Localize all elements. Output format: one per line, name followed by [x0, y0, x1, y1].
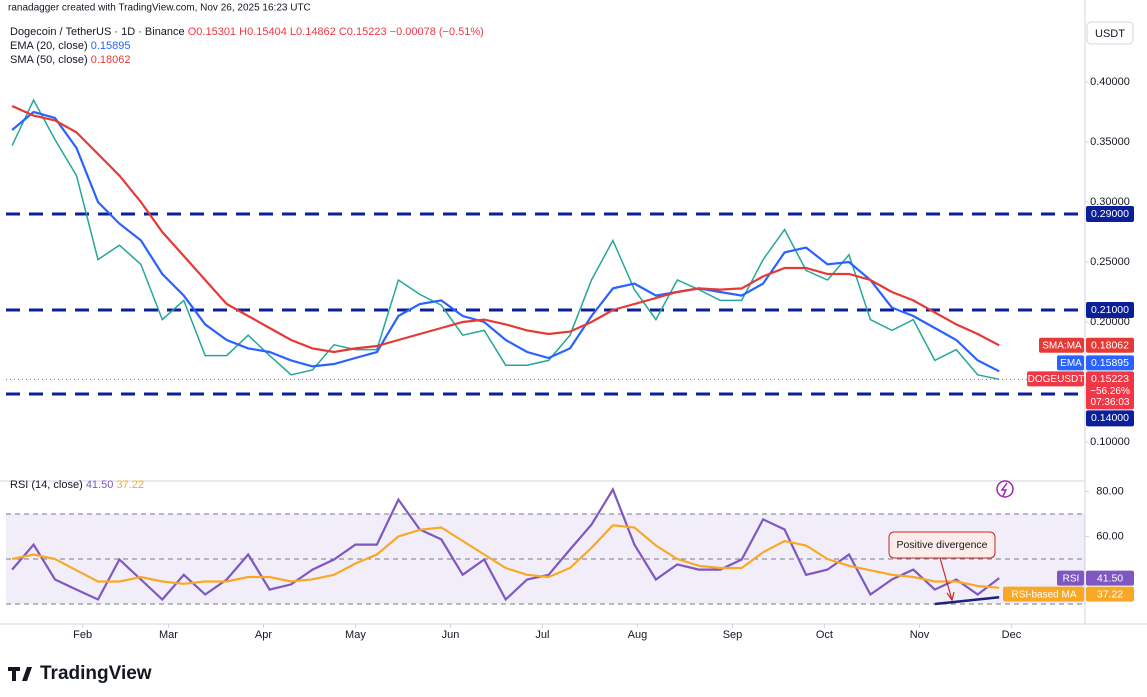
ohlc-close: C0.15223 — [339, 26, 387, 38]
y-tick-label: 0.20000 — [1090, 316, 1130, 328]
level-tag: 0.21000 — [1091, 304, 1129, 316]
level-tag: 0.14000 — [1091, 412, 1129, 424]
series-tag-name: SMA:MA — [1042, 340, 1082, 351]
y-tick-label: 0.40000 — [1090, 76, 1130, 88]
x-tick-label: Apr — [255, 629, 272, 641]
series-tag-name: RSI-based MA — [1011, 589, 1076, 600]
level-tag-box — [1086, 410, 1134, 427]
rsi-legend-value: 41.50 — [86, 479, 114, 491]
level-tag: 0.29000 — [1091, 208, 1129, 220]
series-tag-name-box — [1039, 337, 1084, 353]
price-change: −56.26% — [1090, 386, 1130, 397]
x-tick-label: Jun — [442, 629, 460, 641]
symbol: Dogecoin / TetherUS · 1D · Binance — [10, 26, 185, 38]
divergence-line — [934, 596, 1000, 606]
y-tick-label: 0.10000 — [1090, 436, 1130, 448]
y-tick-label: 0.35000 — [1090, 136, 1130, 148]
series-line — [11, 98, 1000, 381]
x-tick-label: Aug — [628, 629, 648, 641]
y-tick-label: 0.30000 — [1090, 196, 1130, 208]
x-tick-label: Oct — [816, 629, 833, 641]
series-tag-name-box — [1057, 570, 1084, 586]
series-tag-box — [1086, 337, 1134, 353]
series-tag-name-box — [1057, 355, 1084, 371]
indicator-value: 0.18062 — [91, 54, 131, 66]
credit: ranadagger created with TradingView.com,… — [8, 3, 311, 14]
y-tick-label: 60.00 — [1096, 530, 1124, 542]
annotation-box — [888, 531, 996, 559]
series-line — [11, 524, 1000, 589]
ohlc-low: L0.14862 — [290, 26, 336, 38]
annotation-arrow — [939, 557, 955, 602]
series-tag-value: 0.15223 — [1091, 373, 1129, 385]
series-tag-value: 37.22 — [1097, 588, 1123, 600]
rsi-title: RSI (14, close) — [10, 479, 83, 491]
x-tick-label: Dec — [1002, 629, 1022, 641]
series-tag-value: 41.50 — [1097, 572, 1123, 584]
series-line — [11, 104, 1000, 354]
series-tag-box — [1086, 371, 1134, 410]
alert-icon[interactable] — [996, 480, 1014, 498]
x-tick-label: May — [345, 629, 366, 641]
series-tag-name: RSI — [1063, 573, 1080, 584]
alert-icon-bolt — [1000, 482, 1008, 497]
series-tag-name: DOGEUSDT — [1028, 374, 1085, 385]
annotation: Positive divergence — [896, 539, 987, 551]
brand-logo — [8, 667, 32, 681]
rsi-legend: RSI (14, close) 41.50 37.22 — [10, 479, 144, 491]
x-tick-label: Mar — [159, 629, 178, 641]
series-tag-name-box — [1003, 586, 1084, 602]
ohlc-high: H0.15404 — [239, 26, 287, 38]
indicator-name: EMA (20, close) — [10, 40, 88, 52]
x-tick-label: Jul — [535, 629, 549, 641]
ohlc-open: O0.15301 — [188, 26, 236, 38]
indicator-legend: EMA (20, close) 0.15895 — [10, 40, 130, 52]
x-tick-label: Feb — [73, 629, 92, 641]
x-tick-label: Nov — [910, 629, 930, 641]
series-tag-value: 0.15895 — [1091, 357, 1129, 369]
indicator-value: 0.15895 — [91, 40, 131, 52]
y-tick-label: 0.25000 — [1090, 256, 1130, 268]
rsi-legend-value: 37.22 — [116, 479, 144, 491]
series-tag-value: 0.18062 — [1091, 340, 1129, 352]
indicator-legend: SMA (50, close) 0.18062 — [10, 54, 130, 66]
y-tick-label: 80.00 — [1096, 485, 1124, 497]
currency[interactable]: USDT — [1095, 28, 1125, 40]
x-tick-label: Sep — [723, 629, 743, 641]
series-tag-name: EMA — [1060, 358, 1082, 369]
series-tag-name-box — [1027, 371, 1084, 387]
symbol-legend: Dogecoin / TetherUS · 1D · Binance O0.15… — [10, 26, 484, 38]
level-tag-box — [1086, 206, 1134, 222]
ohlc-change: −0.00078 (−0.51%) — [390, 26, 484, 38]
series-line — [11, 110, 1000, 373]
rsi-band — [6, 514, 1085, 604]
series-tag-box — [1086, 570, 1134, 586]
series-tag-box — [1086, 586, 1134, 602]
indicator-name: SMA (50, close) — [10, 54, 88, 66]
currency-button[interactable] — [1086, 21, 1134, 45]
price-countdown: 07:36:03 — [1091, 397, 1130, 408]
series-tag-box — [1086, 355, 1134, 371]
level-tag-box — [1086, 302, 1134, 318]
brand: TradingView — [40, 663, 152, 684]
